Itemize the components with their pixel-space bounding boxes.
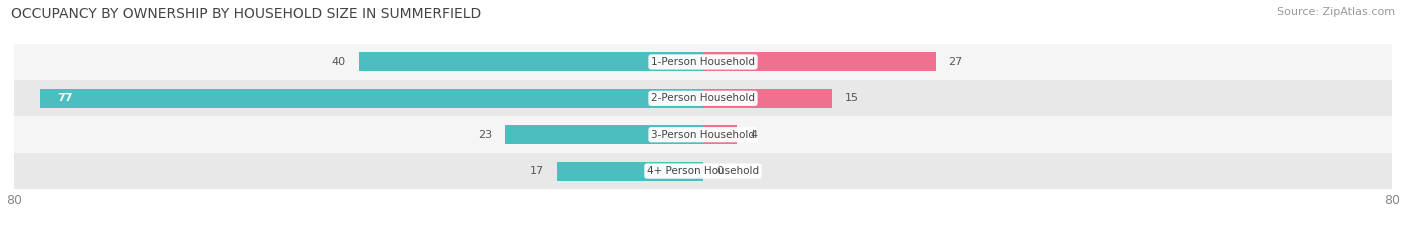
Text: 23: 23 — [478, 130, 492, 140]
Text: 77: 77 — [58, 93, 73, 103]
Text: 4+ Person Household: 4+ Person Household — [647, 166, 759, 176]
Bar — [703, 125, 738, 144]
Bar — [14, 153, 1392, 189]
Bar — [703, 52, 935, 71]
Text: 0: 0 — [716, 166, 723, 176]
Text: OCCUPANCY BY OWNERSHIP BY HOUSEHOLD SIZE IN SUMMERFIELD: OCCUPANCY BY OWNERSHIP BY HOUSEHOLD SIZE… — [11, 7, 481, 21]
Text: 2-Person Household: 2-Person Household — [651, 93, 755, 103]
Bar — [505, 125, 703, 144]
Bar — [14, 80, 1392, 116]
Text: 17: 17 — [530, 166, 544, 176]
Text: 3-Person Household: 3-Person Household — [651, 130, 755, 140]
Bar — [557, 162, 703, 181]
Text: 40: 40 — [332, 57, 346, 67]
Text: Source: ZipAtlas.com: Source: ZipAtlas.com — [1277, 7, 1395, 17]
Bar — [14, 116, 1392, 153]
Bar — [359, 52, 703, 71]
Bar — [14, 44, 1392, 80]
Bar — [703, 89, 832, 108]
Text: 27: 27 — [949, 57, 963, 67]
Text: 15: 15 — [845, 93, 859, 103]
Bar — [39, 89, 703, 108]
Text: 1-Person Household: 1-Person Household — [651, 57, 755, 67]
Text: 4: 4 — [751, 130, 758, 140]
